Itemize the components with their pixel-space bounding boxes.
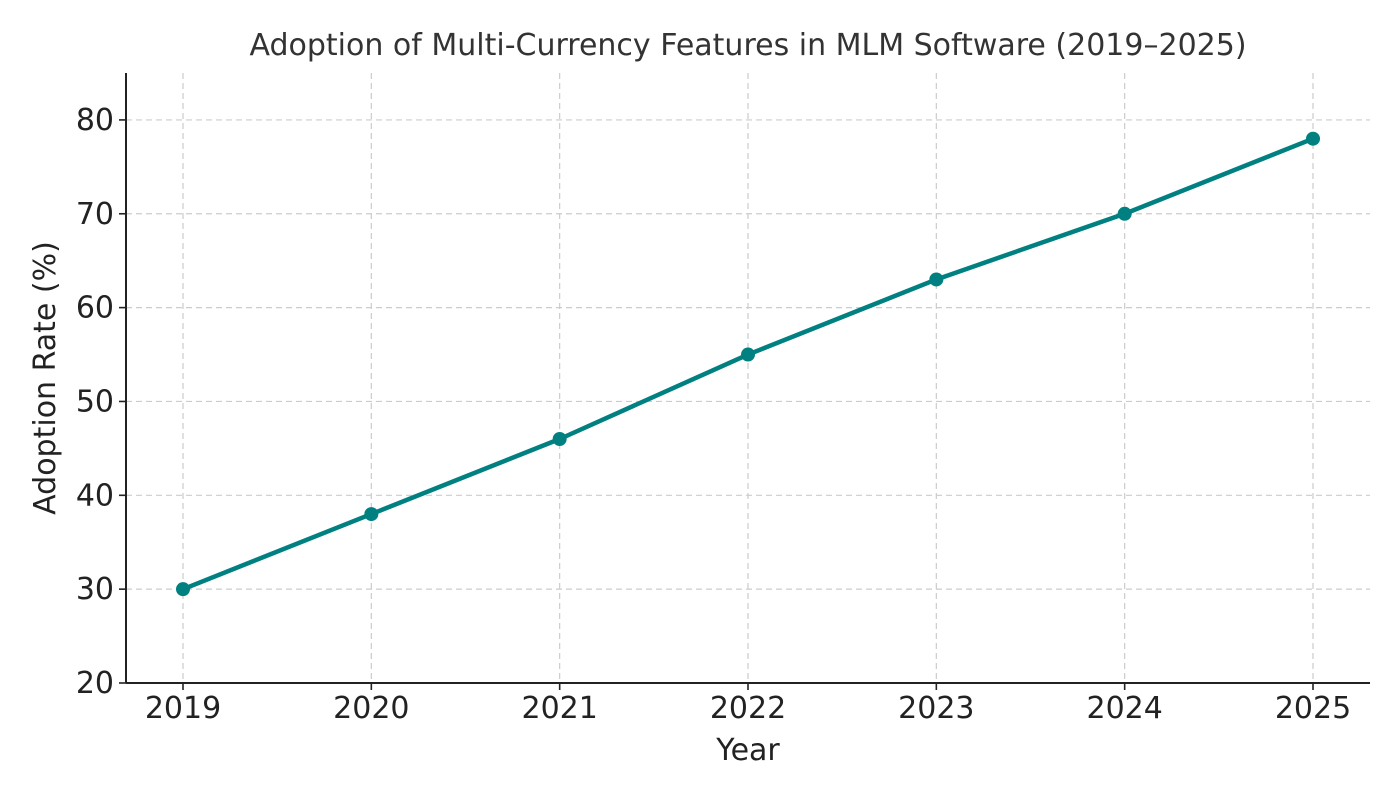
- chart-title: Adoption of Multi-Currency Features in M…: [249, 28, 1246, 63]
- x-tick-label: 2023: [898, 691, 974, 726]
- y-tick-label: 20: [76, 666, 114, 701]
- x-tick-label: 2024: [1086, 691, 1162, 726]
- data-point: [1306, 131, 1320, 146]
- data-point: [364, 507, 379, 522]
- y-tick-label: 80: [76, 103, 114, 138]
- x-axis-ticks: 2019 2020 2021 2022 2023 2024 2025: [145, 683, 1351, 726]
- grid: [126, 73, 1370, 683]
- y-axis-ticks: 20 30 40 50 60 70 80: [76, 103, 126, 701]
- x-tick-label: 2022: [710, 691, 786, 726]
- x-tick-label: 2020: [333, 691, 409, 726]
- y-axis-label: Adoption Rate (%): [28, 241, 63, 515]
- data-point: [176, 582, 190, 597]
- y-tick-label: 50: [76, 384, 114, 419]
- x-tick-label: 2021: [521, 691, 597, 726]
- y-tick-label: 30: [76, 572, 114, 607]
- data-point: [552, 432, 567, 446]
- y-tick-label: 70: [76, 197, 114, 232]
- x-axis-label: Year: [715, 733, 780, 768]
- data-point: [741, 347, 755, 362]
- data-point: [929, 272, 944, 287]
- series-group: [176, 131, 1320, 597]
- y-tick-label: 40: [76, 478, 114, 513]
- data-point: [1117, 206, 1132, 221]
- x-tick-label: 2019: [145, 691, 221, 726]
- x-tick-label: 2025: [1275, 691, 1351, 726]
- y-tick-label: 60: [76, 291, 114, 326]
